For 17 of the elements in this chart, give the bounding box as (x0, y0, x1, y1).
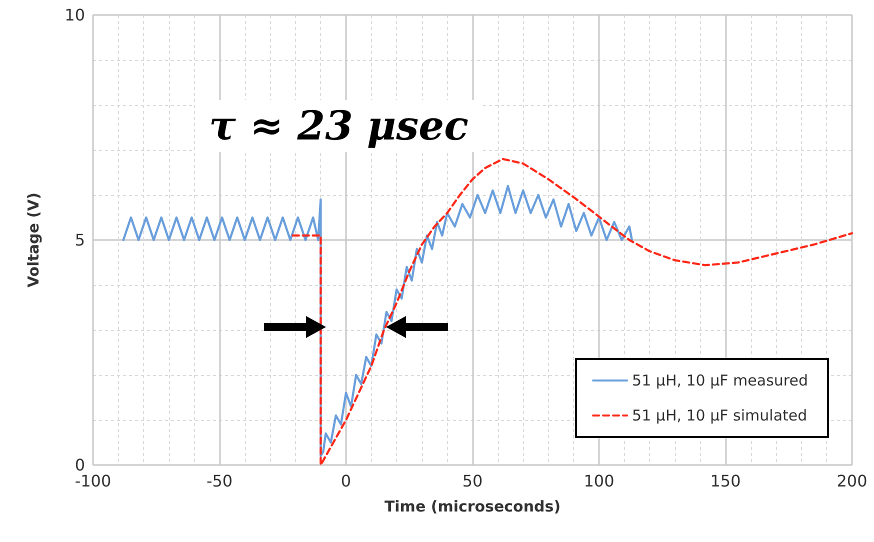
x-tick-label: 100 (584, 472, 614, 490)
line-series (122, 184, 633, 458)
x-tick-label: 150 (710, 472, 741, 490)
x-tick-label: -100 (74, 472, 112, 490)
y-tick-label: 10 (64, 6, 85, 24)
y-tick-label: 5 (74, 230, 85, 250)
legend-label: 51 µH, 10 µF measured (632, 372, 808, 390)
annotation: τ ≈ 23 μsec (209, 102, 468, 150)
x-axis-title: Time (microseconds) (384, 498, 561, 516)
x-tick-label: 0 (340, 472, 352, 490)
legend-label: 51 µH, 10 µF simulated (632, 406, 808, 424)
y-axis-title: Voltage (V) (24, 192, 42, 288)
y-tick-label: 0 (74, 456, 85, 474)
x-tick-label: -50 (206, 472, 233, 490)
x-tick-label: 200 (836, 472, 868, 490)
line-series (292, 158, 854, 466)
x-tick-label: 50 (462, 472, 483, 490)
